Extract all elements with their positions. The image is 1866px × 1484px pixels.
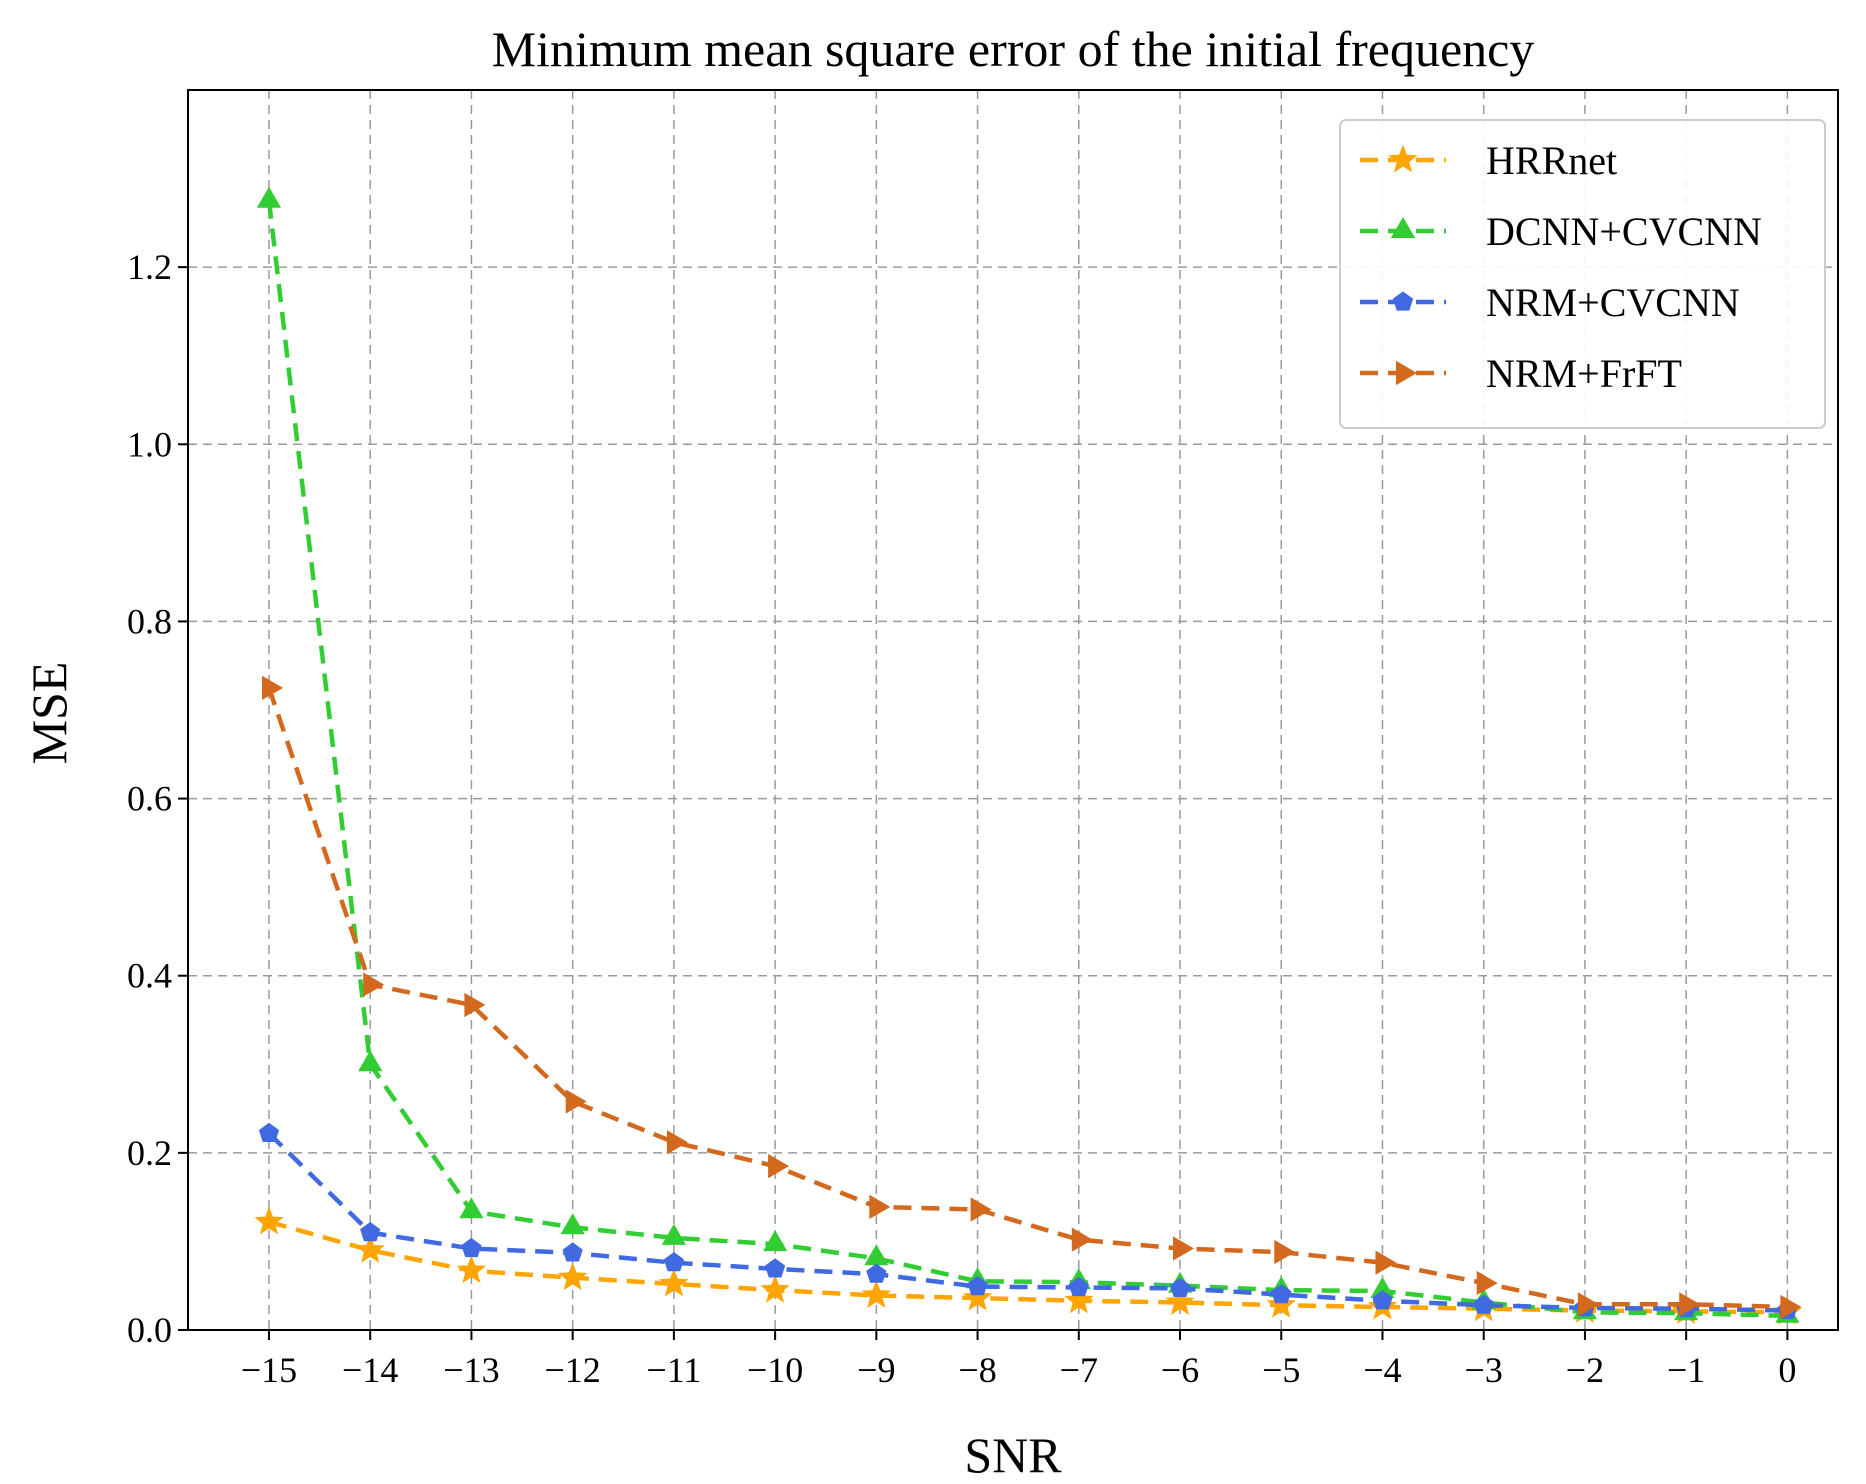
x-tick-label: −13 bbox=[443, 1350, 499, 1390]
x-tick-label: −8 bbox=[958, 1350, 996, 1390]
series bbox=[254, 186, 1803, 1325]
data-point-nrm-frft bbox=[1679, 1292, 1701, 1317]
series-line-nrm-frft bbox=[266, 687, 1788, 1310]
legend-marker bbox=[1388, 144, 1418, 173]
x-tick-label: −3 bbox=[1465, 1350, 1503, 1390]
data-point-nrm-cvcnn bbox=[1372, 1290, 1393, 1310]
data-point-dcnn-cvcnn bbox=[358, 1050, 383, 1072]
data-point-hrrnet bbox=[557, 1262, 588, 1291]
data-point-nrm-frft bbox=[768, 1154, 790, 1179]
legend-label: HRRnet bbox=[1486, 138, 1617, 183]
x-tick-label: −14 bbox=[342, 1350, 398, 1390]
data-point-nrm-frft bbox=[1071, 1227, 1093, 1252]
data-point-nrm-frft bbox=[262, 675, 284, 700]
x-tick-label: −12 bbox=[545, 1350, 601, 1390]
x-tick-label: −4 bbox=[1363, 1350, 1401, 1390]
data-point-dcnn-cvcnn bbox=[661, 1223, 686, 1245]
data-point-nrm-frft bbox=[1173, 1236, 1195, 1261]
x-tick-label: −7 bbox=[1060, 1350, 1098, 1390]
y-tick-label: 0.6 bbox=[127, 779, 172, 819]
data-point-hrrnet bbox=[254, 1206, 284, 1235]
data-point-nrm-frft bbox=[1476, 1270, 1498, 1296]
x-tick-label: 0 bbox=[1778, 1350, 1796, 1390]
data-point-dcnn-cvcnn bbox=[560, 1213, 585, 1235]
data-point-hrrnet bbox=[1165, 1287, 1195, 1316]
data-point-nrm-frft bbox=[970, 1197, 992, 1222]
legend-label: DCNN+CVCNN bbox=[1486, 209, 1762, 254]
series-line-nrm-cvcnn bbox=[267, 1131, 1788, 1313]
legend-marker bbox=[1390, 217, 1416, 238]
legend: HRRnet DCNN+CVCNN NRM+CVCNN NRM+FrFT bbox=[1339, 119, 1826, 429]
legend-item-nrm-cvcnn: NRM+CVCNN bbox=[1360, 280, 1740, 325]
data-point-hrrnet bbox=[1064, 1285, 1094, 1314]
plot-frame bbox=[187, 89, 1839, 1331]
axes: −15 −14 −13 −12 −11 −10 −9 −8 −7 −6 −5 −4 −3 −2 −1 00.0… bbox=[127, 89, 1839, 1390]
data-point-dcnn-cvcnn bbox=[864, 1244, 889, 1266]
data-point-nrm-cvcnn bbox=[1271, 1283, 1292, 1304]
legend-item-hrrnet: HRRnet bbox=[1360, 138, 1617, 183]
data-point-nrm-cvcnn bbox=[1169, 1277, 1191, 1297]
series-hrrnet bbox=[254, 1206, 1803, 1325]
data-point-nrm-cvcnn bbox=[866, 1263, 887, 1283]
data-point-hrrnet bbox=[355, 1234, 385, 1263]
data-point-dcnn-cvcnn bbox=[763, 1230, 788, 1252]
legend-item-nrm-frft: NRM+FrFT bbox=[1360, 351, 1682, 396]
x-tick-label: −15 bbox=[241, 1350, 297, 1390]
data-point-hrrnet bbox=[861, 1280, 892, 1308]
x-axis-label: SNR bbox=[964, 1427, 1062, 1483]
data-point-nrm-cvcnn bbox=[663, 1252, 684, 1272]
data-point-nrm-cvcnn bbox=[461, 1237, 482, 1258]
chart-title: Minimum mean square error of the initial… bbox=[492, 21, 1535, 77]
data-point-nrm-cvcnn bbox=[1068, 1276, 1089, 1297]
data-point-nrm-frft bbox=[1577, 1292, 1599, 1317]
x-tick-label: −10 bbox=[747, 1350, 803, 1390]
x-tick-label: −9 bbox=[857, 1350, 895, 1390]
data-point-hrrnet bbox=[456, 1255, 487, 1284]
legend-item-dcnn-cvcnn: DCNN+CVCNN bbox=[1360, 209, 1762, 254]
data-point-dcnn-cvcnn bbox=[459, 1197, 484, 1219]
data-point-nrm-cvcnn bbox=[258, 1122, 280, 1142]
data-point-nrm-frft bbox=[464, 992, 486, 1018]
x-tick-label: −1 bbox=[1667, 1350, 1705, 1390]
data-point-nrm-frft bbox=[1274, 1239, 1296, 1265]
y-tick-label: 0.4 bbox=[127, 956, 172, 996]
series-line-dcnn-cvcnn bbox=[266, 200, 1788, 1319]
data-point-nrm-cvcnn bbox=[1473, 1294, 1494, 1314]
data-point-nrm-frft bbox=[666, 1130, 688, 1155]
data-point-hrrnet bbox=[659, 1268, 689, 1297]
x-tick-label: −11 bbox=[646, 1350, 701, 1390]
data-point-nrm-cvcnn bbox=[360, 1221, 381, 1242]
legend-label: NRM+CVCNN bbox=[1486, 280, 1740, 325]
y-tick-label: 1.0 bbox=[127, 424, 172, 464]
y-tick-label: 0.8 bbox=[127, 601, 172, 641]
series-nrm-frft bbox=[262, 675, 1802, 1320]
x-tick-label: −6 bbox=[1161, 1350, 1199, 1390]
y-tick-label: 0.0 bbox=[127, 1310, 172, 1350]
y-axis-label: MSE bbox=[21, 662, 77, 765]
data-point-dcnn-cvcnn bbox=[256, 186, 282, 208]
x-tick-label: −2 bbox=[1566, 1350, 1604, 1390]
legend-box bbox=[1339, 119, 1826, 429]
data-point-hrrnet bbox=[1266, 1289, 1296, 1318]
legend-label: NRM+FrFT bbox=[1486, 351, 1682, 396]
legend-marker bbox=[1396, 360, 1417, 386]
y-tick-label: 1.2 bbox=[127, 247, 172, 287]
x-tick-label: −5 bbox=[1262, 1350, 1300, 1390]
data-point-nrm-cvcnn bbox=[967, 1275, 988, 1296]
legend-marker bbox=[1392, 291, 1414, 311]
data-point-nrm-frft bbox=[1780, 1294, 1802, 1320]
y-tick-label: 0.2 bbox=[127, 1133, 172, 1173]
data-point-hrrnet bbox=[760, 1274, 790, 1303]
data-point-nrm-frft bbox=[1375, 1250, 1397, 1275]
data-point-nrm-frft bbox=[363, 972, 385, 997]
data-point-nrm-frft bbox=[869, 1194, 891, 1219]
data-point-nrm-frft bbox=[565, 1089, 587, 1114]
data-point-hrrnet bbox=[962, 1282, 993, 1311]
data-point-nrm-cvcnn bbox=[562, 1242, 583, 1262]
data-point-nrm-cvcnn bbox=[765, 1258, 786, 1278]
